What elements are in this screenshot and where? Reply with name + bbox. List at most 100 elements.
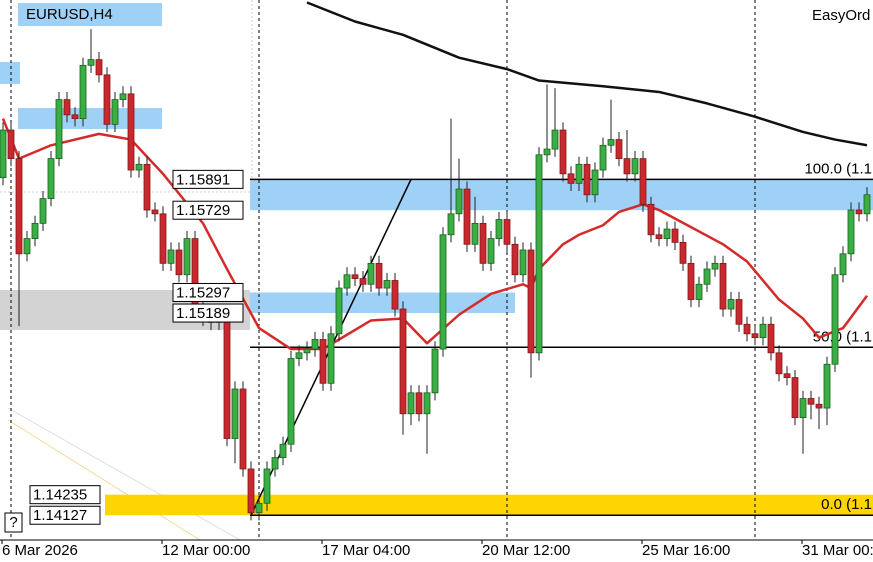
candle-body	[383, 280, 391, 289]
object-label-box	[0, 62, 20, 84]
candle-body	[391, 280, 399, 310]
candle-body	[639, 158, 647, 205]
candle-body	[47, 158, 55, 199]
candle-body	[775, 352, 783, 375]
candle-body	[79, 64, 87, 120]
fibo-label: 50.0 (1.1	[813, 328, 872, 345]
indicator-line	[1, 118, 869, 351]
candle-body	[591, 169, 599, 196]
x-tick-label: 20 Mar 12:00	[482, 542, 570, 559]
candle-body	[471, 222, 479, 245]
candle-body	[239, 388, 247, 470]
candle-body	[255, 502, 263, 514]
candle-body	[519, 249, 527, 276]
candle-body	[663, 228, 671, 239]
help-button[interactable]	[4, 512, 23, 533]
candle-body	[479, 222, 487, 264]
price-label-box	[172, 200, 244, 220]
candle-body	[247, 468, 255, 514]
price-label: 1.14127	[33, 507, 87, 524]
x-tick-label: 25 Mar 16:00	[642, 542, 730, 559]
candle-body	[271, 457, 279, 470]
zone	[250, 292, 515, 314]
candle-body	[631, 158, 639, 175]
candle-body	[71, 114, 79, 120]
candle-body	[735, 299, 743, 325]
candle-body	[863, 194, 871, 215]
candle-body	[575, 163, 583, 184]
candle-body	[487, 238, 495, 264]
candle-body	[799, 398, 807, 418]
candle-body	[623, 158, 631, 175]
candle-body	[503, 219, 511, 245]
candle-body	[87, 59, 95, 66]
candle-body	[455, 188, 463, 215]
decor-line	[7, 419, 201, 541]
candle-body	[231, 388, 239, 439]
candle-body	[839, 253, 847, 276]
candle-body	[695, 283, 703, 300]
candle-body	[367, 262, 375, 285]
decor-line	[7, 407, 241, 541]
title-box	[18, 3, 162, 26]
candle-body	[103, 74, 111, 125]
chart-title: EURUSD,H4	[26, 6, 113, 23]
x-tick-label: 17 Mar 04:00	[322, 542, 410, 559]
candle-body	[319, 339, 327, 384]
candle-body	[415, 392, 423, 415]
candle-body	[39, 198, 47, 224]
price-label: 1.15297	[176, 284, 230, 301]
candle-body	[183, 238, 191, 276]
candle-body	[783, 373, 791, 378]
candle-body	[351, 274, 359, 279]
candle-body	[423, 392, 431, 415]
candle-body	[743, 323, 751, 335]
candle-body	[335, 287, 343, 335]
plot	[0, 0, 253, 541]
candle-body	[527, 249, 535, 354]
object-label-box	[18, 108, 162, 129]
price-label: 1.14235	[33, 487, 87, 504]
candle-body	[599, 144, 607, 171]
price-label-box	[29, 485, 101, 505]
help-text[interactable]: ?	[9, 514, 17, 531]
candle-body	[671, 228, 679, 243]
candle-body	[31, 222, 39, 239]
candle-body	[135, 163, 143, 171]
candle-body	[127, 93, 135, 171]
price-label-box	[29, 505, 101, 525]
candle-body	[431, 348, 439, 394]
candle-body	[711, 262, 719, 270]
candle-body	[767, 323, 775, 354]
price-label: 1.15729	[176, 202, 230, 219]
candle-body	[791, 377, 799, 418]
zone	[105, 494, 873, 516]
candle-body	[719, 262, 727, 310]
candle-body	[759, 323, 767, 338]
candle-body	[327, 333, 335, 384]
candle-body	[279, 443, 287, 458]
candle-body	[55, 99, 63, 160]
candle-body	[543, 148, 551, 156]
candle-body	[175, 249, 183, 276]
candle-body	[559, 129, 567, 175]
candle-body	[567, 173, 575, 184]
candle-body	[687, 262, 695, 300]
candle-body	[359, 278, 367, 285]
candle-body	[511, 243, 519, 276]
candle-body	[111, 99, 119, 125]
candle-body	[439, 234, 447, 350]
candle-body	[143, 163, 151, 211]
x-tick-label: 31 Mar 00:	[802, 542, 873, 559]
candle-body	[855, 209, 863, 215]
candle-body	[23, 238, 31, 255]
candle-body	[679, 241, 687, 264]
candle-body	[655, 234, 663, 239]
candle-body	[703, 268, 711, 285]
candle-body	[0, 129, 7, 179]
candle-body	[7, 129, 15, 160]
price-label-box	[172, 282, 244, 302]
x-tick-label: 6 Mar 2026	[2, 542, 78, 559]
